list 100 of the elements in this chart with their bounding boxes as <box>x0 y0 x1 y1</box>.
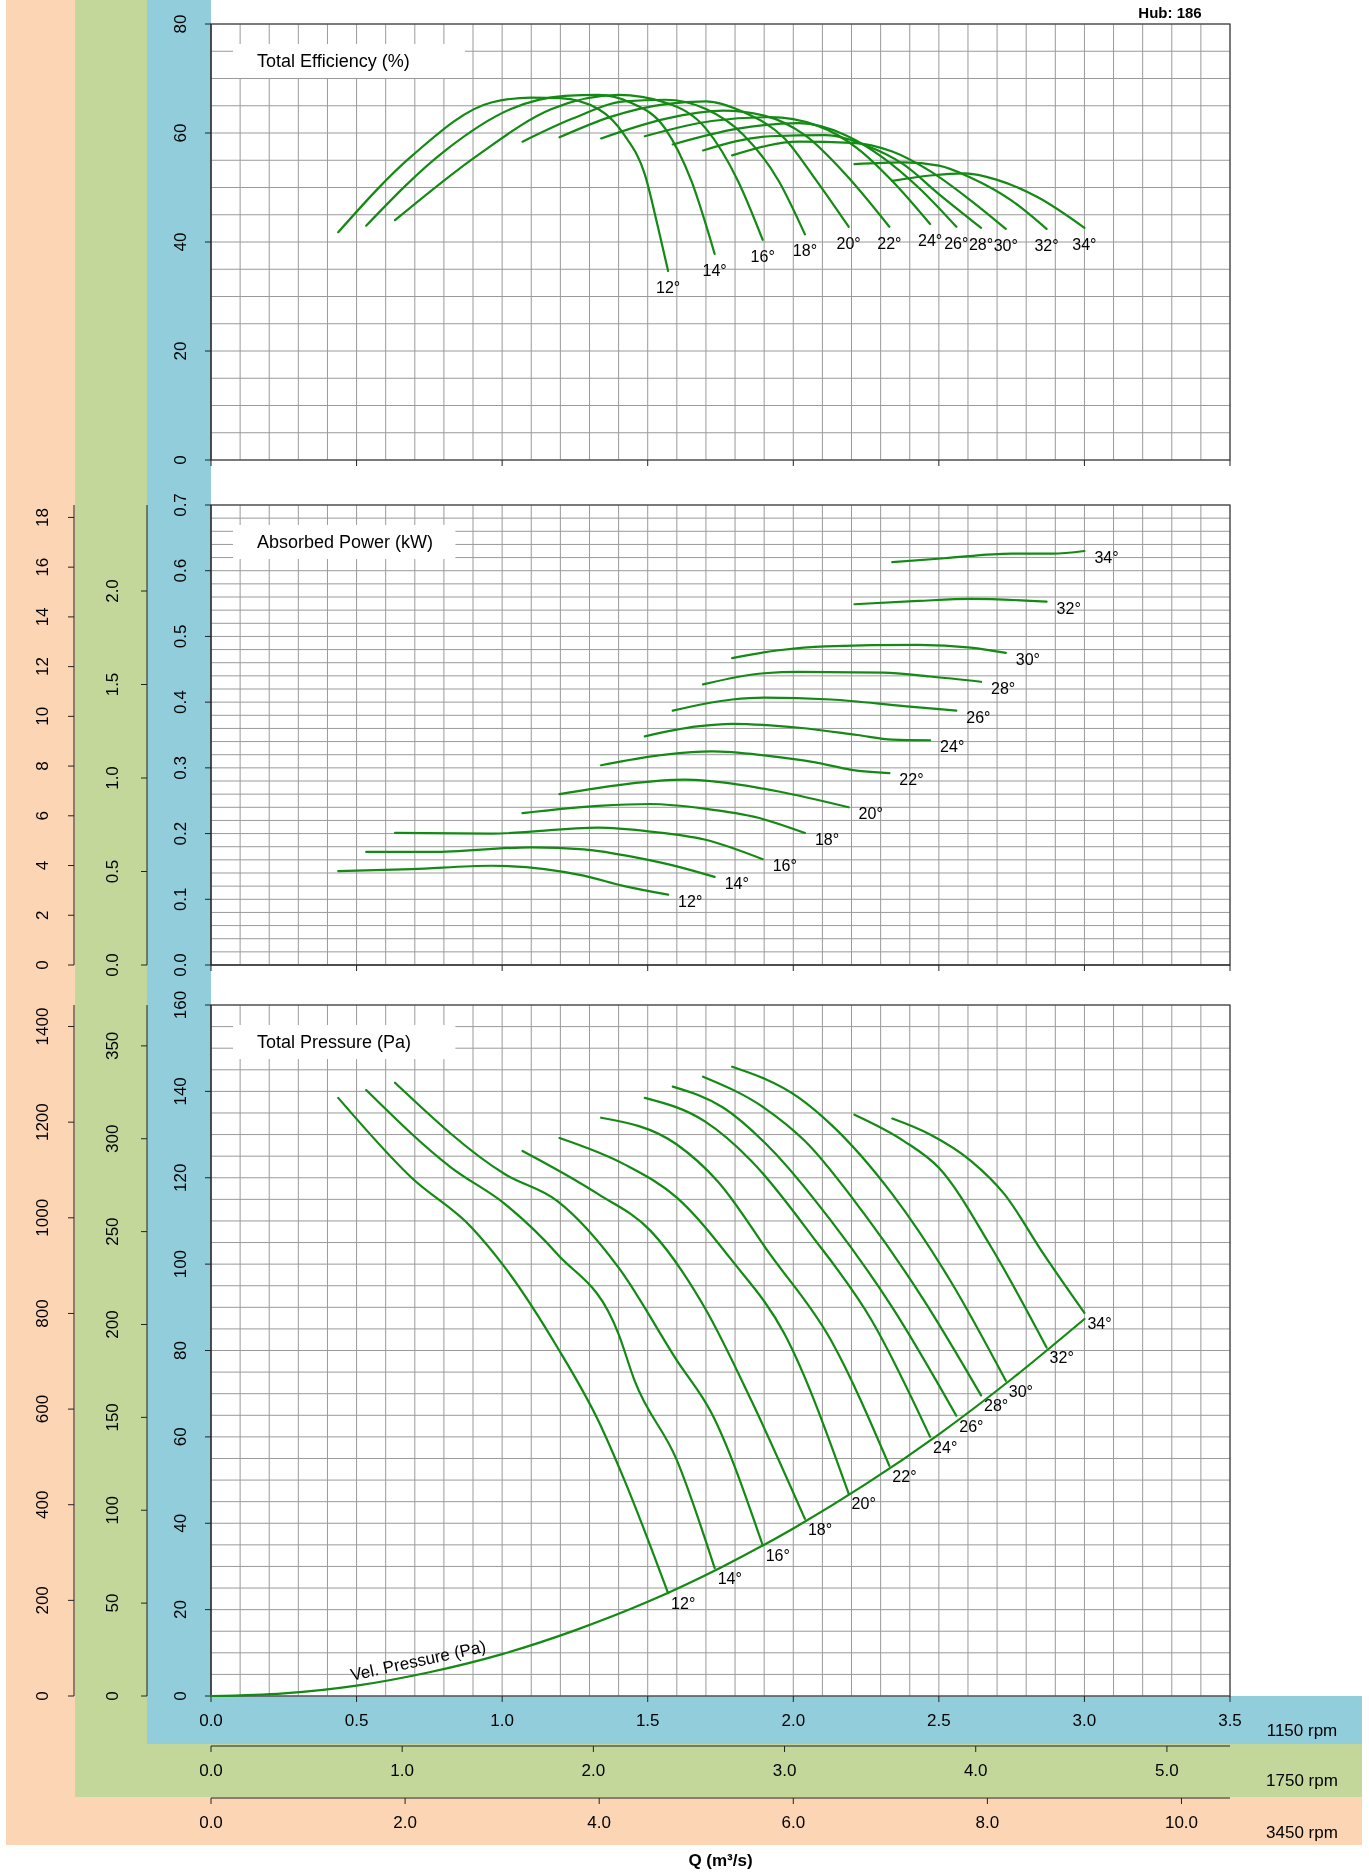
y-tick-label: 600 <box>33 1394 53 1424</box>
x2-tick-label: 5.0 <box>1155 1761 1179 1780</box>
y-tick-label: 0 <box>171 455 191 465</box>
series-label: 22° <box>892 1467 917 1485</box>
text: Total Efficiency (%) <box>257 51 410 71</box>
x-tick-label: 2.5 <box>927 1711 951 1730</box>
y-tick-label: 60 <box>171 123 191 143</box>
y-tick-label: 0.4 <box>171 690 191 714</box>
series-label: 20° <box>836 234 861 252</box>
x-tick-label: 2.0 <box>393 1813 417 1832</box>
y-tick-label: 0 <box>33 1691 53 1701</box>
series-label: 30° <box>1015 650 1041 668</box>
y-tick-label: 0.3 <box>171 756 191 780</box>
x-tick-label: 0.5 <box>344 1711 369 1730</box>
series-label: 18° <box>792 242 818 260</box>
x-tick-label: 4.0 <box>587 1813 612 1832</box>
y2-tick-label: 50 <box>103 1593 123 1613</box>
y-tick-label: 14 <box>33 607 53 627</box>
y-tick-label: 160 <box>171 990 191 1020</box>
series-label: 18° <box>814 830 840 848</box>
series-label: 14° <box>724 874 749 892</box>
y-tick-label: 100 <box>171 1249 191 1279</box>
series-label: 26° <box>966 708 991 726</box>
y2-tick-label: 0.5 <box>103 859 123 884</box>
y-tick-label: 0.0 <box>171 953 191 977</box>
y-tick-label: 40 <box>171 232 191 252</box>
series-label: 14° <box>717 1570 742 1588</box>
x2-tick-label: 2.0 <box>581 1761 606 1780</box>
y2-tick-label: 250 <box>103 1217 123 1246</box>
y2-tick-label: 150 <box>103 1403 123 1432</box>
y-tick-label: 0.2 <box>171 821 191 846</box>
series-label: 26° <box>944 234 969 252</box>
series-label: 32° <box>1034 236 1059 254</box>
series-label: 30° <box>1008 1382 1034 1400</box>
y-tick-label: 20 <box>171 1600 191 1620</box>
x-tick-label: 1.5 <box>635 1711 660 1730</box>
series-label: 12° <box>678 892 703 910</box>
y2-tick-label: 1.5 <box>103 672 123 697</box>
x2-tick-label: 0.0 <box>199 1761 223 1780</box>
series-label: 24° <box>933 1438 958 1456</box>
series-label: 16° <box>765 1547 790 1565</box>
y-tick-label: 1000 <box>33 1198 53 1237</box>
x2-tick-label: 1.0 <box>390 1761 414 1780</box>
x-tick-label: 0.0 <box>199 1813 223 1832</box>
y-tick-label: 80 <box>171 1341 191 1360</box>
series-label: 28° <box>968 235 994 253</box>
y-tick-label: 18 <box>33 507 53 527</box>
x-tick-label: 2.0 <box>781 1711 806 1730</box>
text: Total Pressure (Pa) <box>257 1032 412 1052</box>
y-tick-label: 12 <box>33 657 53 677</box>
series-label: 20° <box>851 1495 876 1513</box>
y-tick-label: 16 <box>33 557 53 577</box>
y-tick-label: 80 <box>171 14 191 34</box>
y-tick-label: 20 <box>171 341 191 361</box>
y-tick-label: 4 <box>33 860 53 871</box>
x2-axis-title: 1750 rpm <box>1266 1771 1338 1790</box>
y-tick-label: 40 <box>171 1513 191 1533</box>
series-label: 32° <box>1056 599 1081 617</box>
series-label: 16° <box>750 247 775 265</box>
y-tick-label: 6 <box>33 811 53 821</box>
y2-tick-label: 2.0 <box>103 579 123 603</box>
y2-tick-label: 350 <box>103 1031 123 1061</box>
y-tick-label: 8 <box>33 761 53 771</box>
series-label: 12° <box>671 1595 696 1613</box>
series-label: 34° <box>1087 1314 1112 1332</box>
y-tick-label: 200 <box>33 1586 53 1615</box>
x-tick-label: 8.0 <box>975 1813 1000 1832</box>
x-tick-label: 1.0 <box>490 1711 514 1730</box>
series-label: 22° <box>899 771 924 789</box>
series-label: 24° <box>918 232 943 250</box>
y2-tick-label: 100 <box>103 1496 123 1525</box>
y-tick-label: 1400 <box>33 1007 53 1046</box>
y-tick-label: 0 <box>171 1691 191 1701</box>
y-tick-label: 0.7 <box>171 493 191 517</box>
x-tick-label: 3.0 <box>1072 1711 1097 1730</box>
x-tick-label: 0.0 <box>199 1711 223 1730</box>
x-axis-title: 3450 rpm <box>1266 1823 1338 1842</box>
x-axis-title: 1150 rpm <box>1266 1721 1338 1740</box>
y-tick-label: 0.6 <box>171 558 191 583</box>
y-tick-label: 0.5 <box>171 624 191 649</box>
series-label: 12° <box>655 278 681 296</box>
y2-tick-label: 300 <box>103 1124 123 1153</box>
series-label: 14° <box>702 261 727 279</box>
y-tick-label: 140 <box>171 1077 191 1106</box>
y2-tick-label: 1.0 <box>103 766 123 790</box>
y2-tick-label: 0.0 <box>103 953 123 977</box>
text: Q (m³/s) <box>688 1851 753 1870</box>
series-label: 22° <box>877 234 902 252</box>
y-tick-label: 1200 <box>33 1103 53 1142</box>
y-tick-label: 2 <box>33 910 53 920</box>
y-tick-label: 120 <box>171 1163 191 1192</box>
series-label: 32° <box>1049 1349 1074 1367</box>
x-tick-label: 6.0 <box>781 1813 806 1832</box>
y2-tick-label: 0 <box>103 1691 123 1701</box>
series-label: 26° <box>959 1417 984 1435</box>
series-label: 30° <box>993 236 1018 254</box>
x-tick-label: 10.0 <box>1164 1813 1199 1832</box>
y2-tick-label: 200 <box>103 1310 123 1339</box>
series-label: 18° <box>807 1520 833 1538</box>
series-label: 20° <box>858 805 883 823</box>
